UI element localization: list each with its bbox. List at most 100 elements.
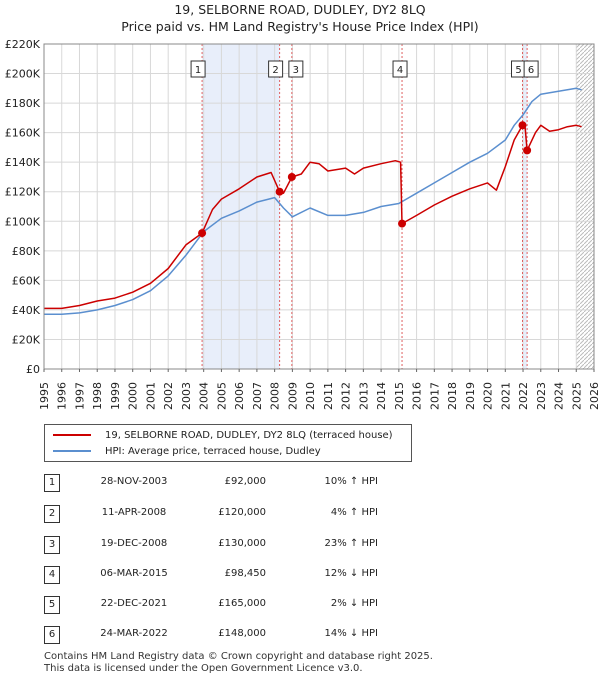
hpi-line: [44, 87, 582, 316]
transaction-price: £165,000: [218, 598, 266, 609]
y-tick-label: £180K: [5, 97, 41, 110]
transaction-price: £130,000: [218, 538, 266, 549]
x-tick-label: 2020: [482, 382, 495, 410]
y-tick-label: £220K: [5, 38, 41, 51]
sale-point: [398, 219, 407, 228]
y-tick-label: £140K: [5, 156, 41, 169]
sale-point: [275, 187, 284, 196]
x-tick-label: 2011: [322, 382, 335, 410]
x-tick-label: 2007: [251, 382, 264, 410]
transaction-hpi-diff: 10% ↑ HPI: [324, 476, 378, 487]
transaction-date: 19-DEC-2008: [100, 538, 168, 549]
x-tick-label: 1996: [56, 382, 69, 410]
ownership-shade: [522, 44, 528, 369]
sale-point: [287, 172, 296, 181]
transaction-number: 5: [44, 596, 60, 614]
chart-subtitle: Price paid vs. HM Land Registry's House …: [121, 19, 479, 34]
x-tick-label: 2026: [588, 382, 600, 410]
transaction-date: 06-MAR-2015: [100, 568, 168, 579]
sale-number-label: 5: [515, 65, 521, 76]
x-tick-label: 1998: [91, 382, 104, 410]
sale-number-label: 2: [272, 65, 278, 76]
sale-number-label: 6: [528, 65, 534, 76]
transaction-date: 22-DEC-2021: [100, 598, 168, 609]
sale-number-label: 1: [195, 65, 201, 76]
legend-swatch-hpi: [53, 450, 91, 452]
transaction-number: 3: [44, 536, 60, 554]
legend-label-hpi: HPI: Average price, terraced house, Dudl…: [105, 445, 321, 457]
sale-number-box: [288, 60, 304, 78]
x-tick-label: 2003: [180, 382, 193, 410]
x-tick-label: 2008: [269, 382, 282, 410]
transaction-date: 24-MAR-2022: [100, 628, 168, 639]
table-row: 4 06-MAR-2015 £98,450 12% ↓ HPI: [44, 566, 464, 586]
sale-number-label: 4: [397, 65, 403, 76]
sale-number-box: [392, 60, 408, 78]
y-tick-label: £160K: [5, 127, 41, 140]
x-tick-label: 2012: [340, 382, 353, 410]
transaction-number: 1: [44, 474, 60, 492]
x-tick-label: 2014: [375, 382, 388, 410]
x-tick-label: 2005: [215, 382, 228, 410]
transaction-date: 11-APR-2008: [101, 507, 167, 518]
table-row: 6 24-MAR-2022 £148,000 14% ↓ HPI: [44, 626, 464, 646]
transaction-date: 28-NOV-2003: [100, 476, 168, 487]
ownership-shade: [202, 44, 280, 369]
x-tick-label: 2006: [233, 382, 246, 410]
x-tick-label: 2000: [127, 382, 140, 410]
x-tick-label: 2019: [464, 382, 477, 410]
transaction-price: £98,450: [224, 568, 266, 579]
chart-legend: 19, SELBORNE ROAD, DUDLEY, DY2 8LQ (terr…: [44, 424, 412, 462]
plot-border: [43, 43, 595, 370]
x-tick-label: 1995: [38, 382, 51, 410]
table-row: 3 19-DEC-2008 £130,000 23% ↑ HPI: [44, 536, 464, 556]
y-tick-label: £200K: [5, 68, 41, 81]
x-tick-label: 2001: [144, 382, 157, 410]
transaction-price: £92,000: [224, 476, 266, 487]
table-row: 2 11-APR-2008 £120,000 4% ↑ HPI: [44, 505, 464, 525]
transaction-hpi-diff: 23% ↑ HPI: [324, 538, 378, 549]
property-price-line: [44, 123, 582, 310]
x-tick-label: 2016: [411, 382, 424, 410]
y-tick-label: £60K: [12, 274, 41, 287]
transaction-number: 6: [44, 626, 60, 644]
transaction-price: £148,000: [218, 628, 266, 639]
x-tick-label: 2021: [499, 382, 512, 410]
x-tick-label: 2024: [553, 382, 566, 410]
transaction-hpi-diff: 12% ↓ HPI: [324, 568, 378, 579]
y-tick-label: £40K: [12, 304, 41, 317]
footer-licence: This data is licensed under the Open Gov…: [44, 663, 363, 674]
x-tick-label: 2002: [162, 382, 175, 410]
y-tick-label: £80K: [12, 245, 41, 258]
table-row: 1 28-NOV-2003 £92,000 10% ↑ HPI: [44, 474, 464, 494]
y-tick-label: £100K: [5, 215, 41, 228]
transaction-number: 2: [44, 505, 60, 523]
table-row: 5 22-DEC-2021 £165,000 2% ↓ HPI: [44, 596, 464, 616]
x-tick-label: 2015: [393, 382, 406, 410]
x-tick-label: 1997: [73, 382, 86, 410]
plot-area: [44, 44, 594, 369]
sale-point: [523, 146, 532, 155]
transaction-price: £120,000: [218, 507, 266, 518]
sale-number-label: 3: [293, 65, 299, 76]
legend-item-hpi: HPI: Average price, terraced house, Dudl…: [53, 443, 321, 459]
x-tick-label: 2004: [198, 382, 211, 410]
x-tick-label: 1999: [109, 382, 122, 410]
x-tick-label: 2017: [428, 382, 441, 410]
x-tick-label: 2009: [286, 382, 299, 410]
sale-point: [518, 121, 527, 130]
sale-number-box: [523, 60, 539, 78]
legend-label-property: 19, SELBORNE ROAD, DUDLEY, DY2 8LQ (terr…: [105, 429, 393, 441]
y-tick-label: £0: [26, 363, 40, 376]
x-tick-label: 2022: [517, 382, 530, 410]
x-tick-label: 2018: [446, 382, 459, 410]
legend-item-property: 19, SELBORNE ROAD, DUDLEY, DY2 8LQ (terr…: [53, 427, 393, 443]
footer-copyright: Contains HM Land Registry data © Crown c…: [44, 651, 433, 662]
x-tick-label: 2025: [570, 382, 583, 410]
sale-number-box: [268, 60, 284, 78]
transaction-hpi-diff: 4% ↑ HPI: [330, 507, 378, 518]
y-tick-label: £120K: [5, 186, 41, 199]
sale-point: [198, 229, 207, 238]
x-tick-label: 2023: [535, 382, 548, 410]
